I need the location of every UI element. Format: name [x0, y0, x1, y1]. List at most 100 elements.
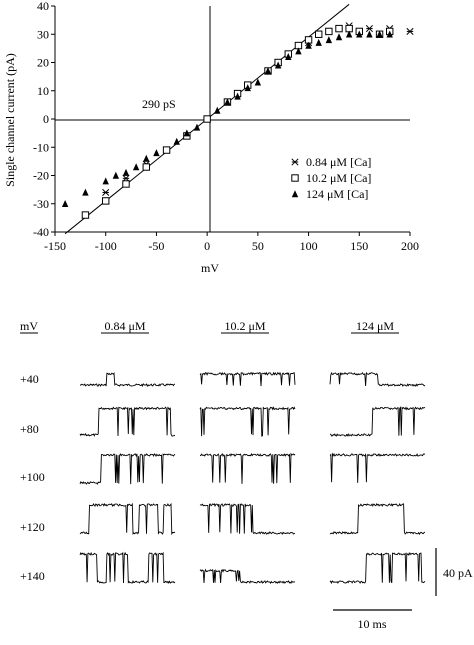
scale-bars: 40 pA 10 ms: [333, 548, 473, 631]
data-point: [61, 199, 69, 207]
x-ticks: -150 -100 -50 0 50 100 150 200: [44, 232, 419, 253]
data-point: [81, 211, 90, 219]
legend-label: 124 μM [Ca]: [306, 187, 368, 201]
time-scale-label: 10 ms: [357, 617, 386, 631]
data-point: [254, 78, 262, 86]
data-point: [315, 38, 322, 46]
data-point: [82, 188, 89, 196]
x-tick-label: 0: [204, 239, 210, 253]
current-trace: [329, 502, 426, 535]
data-point: [224, 98, 231, 106]
x-tick-label: 100: [300, 239, 318, 253]
current-scale-label: 40 pA: [443, 566, 473, 580]
current-trace: [79, 502, 176, 536]
data-points: [61, 22, 414, 219]
iv-plot: -150 -100 -50 0 50 100 150 200 -40-30-20-100102…: [3, 0, 419, 275]
voltage-labels: +40 +80 +100 +120 +140: [20, 372, 45, 583]
current-trace: [329, 406, 426, 437]
data-point: [325, 27, 333, 36]
voltage-label: +80: [20, 422, 39, 436]
voltage-label: +40: [20, 372, 39, 386]
data-point: [132, 163, 140, 171]
column-header: 124 μM: [356, 319, 394, 333]
data-point: [376, 30, 383, 38]
current-trace: [79, 371, 176, 388]
data-point: [214, 106, 221, 114]
y-tick-label: -40: [33, 225, 49, 239]
data-point: [305, 41, 312, 49]
voltage-label: +140: [20, 569, 45, 583]
current-trace: [199, 503, 296, 535]
x-tick-label: -50: [148, 239, 164, 253]
voltage-label: +120: [20, 520, 45, 534]
x-tick-label: -150: [44, 239, 66, 253]
data-point: [112, 171, 120, 179]
x-tick-label: 50: [252, 239, 264, 253]
data-point: [102, 197, 110, 205]
y-tick-label: 0: [43, 112, 49, 126]
column-header: 10.2 μM: [224, 319, 265, 333]
current-trace: [329, 371, 426, 387]
conductance-annotation: 290 pS: [142, 97, 176, 111]
y-tick-label: -30: [33, 197, 49, 211]
y-tick-label: -10: [33, 140, 49, 154]
legend-marker: [291, 174, 299, 182]
current-trace: [199, 568, 296, 584]
legend: 0.84 μM [Ca] 10.2 μM [Ca] 124 μM [Ca]: [291, 155, 371, 201]
legend-label: 10.2 μM [Ca]: [306, 171, 371, 185]
data-point: [335, 24, 343, 33]
data-point: [406, 27, 414, 35]
x-tick-label: 150: [350, 239, 368, 253]
data-point: [122, 168, 130, 176]
data-point: [193, 123, 201, 131]
data-point: [183, 129, 191, 137]
current-trace: [329, 552, 426, 585]
data-point: [264, 67, 272, 75]
data-point: [102, 188, 110, 197]
data-point: [345, 30, 353, 38]
data-point: [315, 30, 323, 38]
data-point: [274, 61, 282, 69]
trace-lines: [79, 371, 426, 585]
current-trace: [79, 453, 176, 485]
data-point: [285, 53, 292, 61]
current-trace: [199, 452, 296, 484]
data-point: [356, 30, 363, 38]
data-point: [335, 33, 343, 41]
y-ticks: -40 -30 -20 -10 0 10 20 30 40: [33, 0, 55, 239]
current-trace: [79, 406, 176, 437]
current-trace: [329, 452, 426, 483]
data-point: [142, 163, 150, 171]
x-tick-label: -100: [95, 239, 117, 253]
current-trace: [199, 406, 296, 437]
data-point: [162, 146, 171, 154]
y-tick-label: 30: [37, 27, 49, 41]
data-point: [366, 30, 373, 38]
x-tick-label: 200: [401, 239, 419, 253]
data-point: [102, 177, 109, 185]
data-point: [122, 180, 130, 188]
data-point: [325, 36, 333, 44]
current-trace: [199, 371, 296, 387]
data-point: [365, 25, 373, 33]
y-tick-label: -20: [33, 169, 49, 183]
y-tick-label: 20: [37, 56, 49, 70]
data-point: [234, 92, 241, 100]
y-axis-label: Single channel current (pA): [3, 53, 17, 187]
current-trace: [79, 551, 176, 584]
data-point: [143, 154, 150, 162]
data-point: [153, 149, 160, 157]
data-point: [244, 84, 251, 92]
data-point: [173, 137, 180, 145]
column-headers: 0.84 μM 10.2 μM 124 μM: [101, 319, 399, 334]
x-axis-label: mV: [201, 261, 219, 275]
traces-panel: mV 0.84 μM 10.2 μM 124 μM +40 +80 +100 +120 +1…: [20, 319, 473, 631]
legend-marker: [291, 158, 299, 166]
voltage-label: +100: [20, 470, 45, 484]
data-point: [203, 115, 211, 123]
legend-marker: [291, 190, 299, 198]
column-header: 0.84 μM: [104, 319, 145, 333]
row-header-mv: mV: [20, 319, 38, 333]
